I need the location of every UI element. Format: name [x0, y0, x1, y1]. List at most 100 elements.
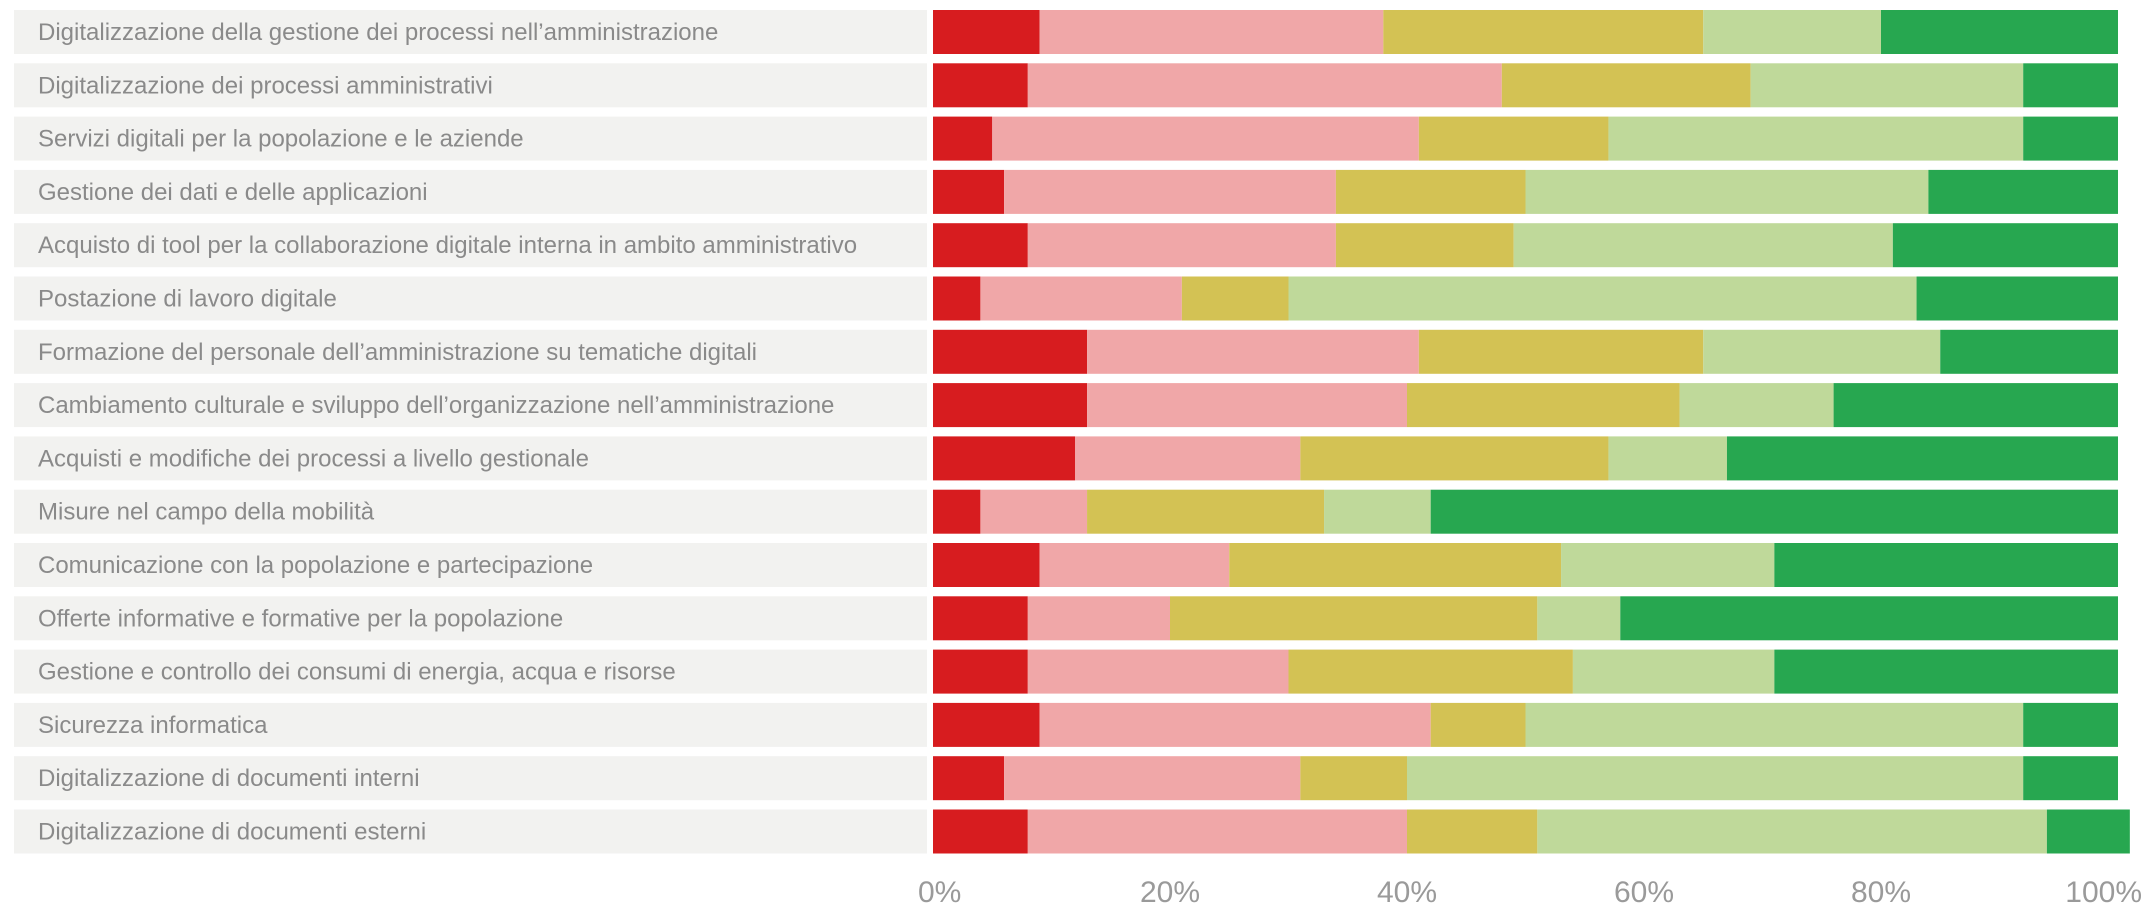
category-labels: Digitalizzazione della gestione dei proc…: [38, 19, 857, 846]
row-background: [14, 596, 927, 641]
bar-segment: [1537, 596, 1621, 641]
bar-segment: [1418, 329, 1704, 374]
bar-segment: [1774, 649, 2118, 694]
bar-segment: [1940, 329, 2118, 374]
bar-segment: [1335, 223, 1514, 268]
bar-segment: [1881, 10, 2118, 54]
category-label: Digitalizzazione della gestione dei proc…: [38, 19, 718, 46]
bar-segment: [1229, 543, 1562, 587]
bar-segment: [1087, 489, 1325, 534]
bar-segment: [1525, 169, 1929, 214]
category-label: Misure nel campo della mobilità: [38, 499, 375, 526]
bar-segment: [992, 116, 1419, 161]
row-background: [14, 10, 927, 54]
bar-segment: [1561, 543, 1775, 587]
bar-segment: [933, 223, 1028, 268]
row-background: [14, 223, 927, 268]
bar-segment: [1928, 169, 2118, 214]
row-background: [14, 383, 927, 428]
bar-segment: [1039, 543, 1230, 587]
x-tick-label: 40%: [1377, 876, 1437, 909]
bar-segment: [1288, 649, 1573, 694]
row-background: [14, 169, 927, 214]
bar-segment: [1679, 383, 1834, 428]
x-tick-label: 60%: [1614, 876, 1674, 909]
bar-segment: [1087, 383, 1407, 428]
row-background: [14, 489, 927, 534]
bar-segment: [933, 809, 1028, 854]
row-background: [14, 756, 927, 801]
bar-segment: [933, 436, 1076, 481]
bar-segment: [933, 276, 981, 321]
x-axis-tick-labels: 0% 20% 40% 60% 80% 100%: [918, 876, 2142, 909]
row-background: [14, 116, 927, 161]
bar-segment: [1324, 489, 1431, 534]
row-background: [14, 702, 927, 747]
category-label: Postazione di lavoro digitale: [38, 286, 337, 313]
bar-segment: [933, 543, 1040, 587]
bar-segment: [933, 383, 1088, 428]
bar-segment: [1300, 436, 1609, 481]
category-label: Digitalizzazione dei processi amministra…: [38, 72, 493, 99]
bar-segment: [933, 702, 1040, 747]
row-background: [14, 809, 927, 854]
bar-segment: [933, 10, 1040, 54]
category-label: Digitalizzazione di documenti interni: [38, 765, 420, 792]
bar-segment: [1004, 756, 1301, 801]
bar-segment: [1916, 276, 2118, 321]
bar-segment: [1407, 383, 1680, 428]
row-backgrounds: [14, 10, 927, 854]
row-background: [14, 329, 927, 374]
bar-segment: [1608, 116, 2024, 161]
bar-segment: [933, 169, 1005, 214]
bar-segment: [1513, 223, 1893, 268]
bar-segment: [1335, 169, 1526, 214]
category-label: Digitalizzazione di documenti esterni: [38, 819, 426, 846]
row-background: [14, 649, 927, 694]
bar-segment: [1525, 702, 2024, 747]
category-label: Acquisto di tool per la collaborazione d…: [38, 232, 857, 259]
x-tick-label: 0%: [918, 876, 961, 909]
bar-segment: [933, 63, 1028, 108]
bar-segment: [1407, 756, 2024, 801]
row-background: [14, 436, 927, 481]
bar-segment: [1170, 596, 1538, 641]
bar-segment: [2023, 756, 2118, 801]
bar-segment: [933, 596, 1028, 641]
bar-segment: [1750, 63, 2024, 108]
bar-segment: [1726, 436, 2118, 481]
row-background: [14, 543, 927, 587]
bar-segment: [1430, 489, 2118, 534]
bar-segment: [980, 276, 1182, 321]
category-label: Formazione del personale dell’amministra…: [38, 339, 757, 366]
bar-segment: [1027, 223, 1336, 268]
bar-segment: [1501, 63, 1751, 108]
category-label: Cambiamento culturale e sviluppo dell’or…: [38, 392, 834, 419]
bar-segment: [1027, 63, 1502, 108]
bar-segment: [1608, 436, 1727, 481]
bar-segment: [2023, 63, 2118, 108]
category-label: Gestione e controllo dei consumi di ener…: [38, 659, 676, 686]
bars: [933, 10, 2130, 854]
bar-segment: [1027, 596, 1170, 641]
bar-segment: [1004, 169, 1336, 214]
row-background: [14, 63, 927, 108]
bar-segment: [1703, 329, 1941, 374]
bar-segment: [2023, 116, 2118, 161]
bar-segment: [1892, 223, 2118, 268]
bar-segment: [1288, 276, 1917, 321]
bar-segment: [933, 489, 981, 534]
category-label: Servizi digitali per la popolazione e le…: [38, 126, 524, 153]
x-tick-label: 20%: [1140, 876, 1200, 909]
bar-segment: [1418, 116, 1609, 161]
bar-segment: [1774, 543, 2118, 587]
x-tick-label: 80%: [1851, 876, 1911, 909]
bar-segment: [1703, 10, 1881, 54]
bar-segment: [1407, 809, 1538, 854]
bar-segment: [1430, 702, 1526, 747]
row-background: [14, 276, 927, 321]
bar-segment: [1537, 809, 2047, 854]
x-tick-label: 100%: [2065, 876, 2142, 909]
bar-segment: [1087, 329, 1419, 374]
